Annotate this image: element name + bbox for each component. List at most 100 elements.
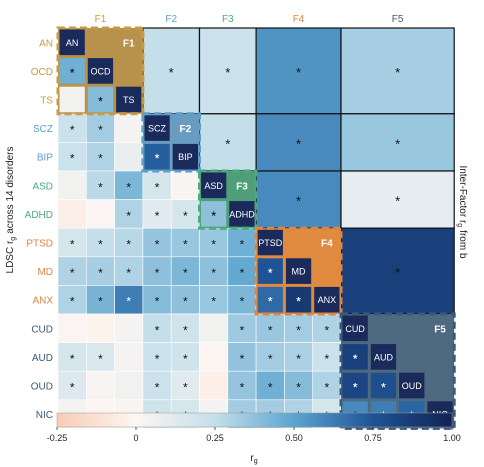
significance-star: *	[211, 209, 216, 223]
diagonal-cell	[144, 115, 170, 141]
heatmap-cell	[170, 199, 200, 229]
heatmap-cell	[312, 370, 342, 401]
significance-star: *	[211, 295, 216, 309]
heatmap-cell	[86, 199, 115, 229]
significance-star: *	[155, 180, 160, 194]
significance-star: *	[126, 180, 131, 194]
significance-star: *	[98, 266, 103, 280]
heatmap-cell	[142, 285, 172, 315]
significance-star: *	[155, 381, 160, 395]
diagonal-label: OUD	[402, 381, 423, 391]
heatmap-cell	[57, 227, 87, 258]
factor-header: F2	[165, 14, 177, 25]
within-factor-cell	[342, 372, 368, 399]
inter-factor-star: *	[296, 136, 301, 151]
y-axis-title-main: LDSC r	[5, 240, 16, 273]
heatmap-cell	[57, 342, 87, 372]
inter-factor-star: *	[395, 194, 400, 209]
significance-star: *	[296, 295, 301, 309]
colorbar-title-sub: g	[254, 458, 258, 465]
diagonal-label: AN	[66, 38, 79, 48]
diagonal-label: ASD	[204, 181, 223, 191]
row-label: OCD	[31, 67, 53, 78]
significance-star: *	[155, 238, 160, 252]
heatmap-cell	[114, 342, 144, 372]
row-label: NIC	[36, 410, 53, 421]
inter-factor-star: *	[225, 136, 230, 151]
significance-star: *	[70, 66, 75, 80]
diagonal-cell	[229, 201, 255, 227]
heatmap-cell	[57, 199, 87, 229]
heatmap-cell	[255, 313, 285, 343]
heatmap-cell	[57, 313, 87, 343]
within-factor-star: *	[353, 381, 358, 395]
heatmap-cell	[57, 285, 87, 315]
significance-star: *	[240, 295, 245, 309]
significance-star: *	[98, 95, 103, 109]
heatmap-cell	[284, 313, 313, 343]
inter-factor-star: *	[225, 65, 230, 80]
significance-star: *	[126, 238, 131, 252]
significance-star: *	[240, 352, 245, 366]
row-label: AN	[39, 38, 53, 49]
significance-star: *	[70, 381, 75, 395]
heatmap-cell	[199, 313, 229, 343]
significance-star: *	[268, 323, 273, 337]
heatmap-cell	[199, 227, 229, 258]
significance-star: *	[70, 295, 75, 309]
factor-blocks: AN OCD TS F1 SCZ BIP F2 ASD ADHD F3 PTSD MD ANX F4 CUD…	[56, 26, 456, 430]
heatmap-cell	[199, 342, 229, 372]
factor-dashed-border	[198, 169, 258, 230]
significance-star: *	[240, 381, 245, 395]
diagonal-label: SCZ	[148, 124, 167, 134]
significance-star: *	[325, 352, 330, 366]
right-axis-title-sub: g	[456, 223, 463, 227]
within-factor-cell	[342, 344, 368, 370]
diagonal-cell	[314, 286, 340, 313]
factor-block-label: F2	[180, 124, 192, 135]
significance-star: *	[98, 352, 103, 366]
inter-factor-star: *	[296, 194, 301, 209]
significance-star: *	[183, 209, 188, 223]
factor-header: F5	[392, 14, 404, 25]
diagonal-label: ANX	[318, 295, 337, 305]
heatmap-cell	[114, 199, 144, 229]
inter-factor-star: *	[296, 65, 301, 80]
heatmap-cell	[312, 313, 342, 343]
significance-star: *	[183, 323, 188, 337]
significance-star: *	[353, 381, 358, 395]
diagonal-label: CUD	[345, 324, 365, 334]
heatmap-cell	[142, 199, 172, 229]
factor-header: F3	[222, 14, 234, 25]
inter-factor-block	[255, 27, 342, 115]
heatmap-cell	[284, 370, 313, 401]
heatmap-cell	[227, 370, 257, 401]
significance-star: *	[211, 238, 216, 252]
factor-header: F1	[95, 14, 107, 25]
heatmap-cell	[170, 170, 200, 200]
significance-star: *	[98, 152, 103, 166]
heatmap-cell	[199, 285, 229, 315]
significance-star: *	[268, 266, 273, 280]
y-axis-title: LDSC rg across 14 disorders	[5, 147, 17, 274]
diagonal-cell	[257, 229, 283, 256]
within-factor-cell	[59, 58, 85, 84]
significance-star: *	[296, 352, 301, 366]
significance-star: *	[98, 295, 103, 309]
significance-star: *	[325, 323, 330, 337]
diagonal-cell	[87, 58, 114, 84]
diagonal-cell	[201, 172, 227, 199]
row-label: ANX	[32, 296, 53, 307]
row-label: ASD	[32, 181, 53, 192]
diagonal-label: BIP	[178, 152, 193, 162]
heatmap-cell	[57, 170, 87, 200]
within-factor-cell	[59, 86, 85, 113]
significance-star: *	[268, 295, 273, 309]
within-factor-star: *	[353, 352, 358, 366]
row-label: OUD	[31, 382, 53, 393]
heatmap-cell	[86, 142, 115, 172]
within-factor-cell	[144, 143, 170, 170]
inter-factor-star: *	[395, 136, 400, 151]
heatmap-cell	[227, 285, 257, 315]
y-axis-title-tail: across 14 disorders	[5, 147, 16, 234]
